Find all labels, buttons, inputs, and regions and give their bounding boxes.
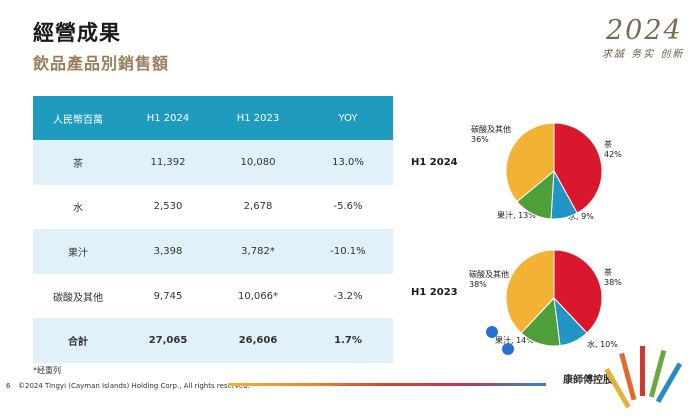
pie-slice-tea	[553, 249, 603, 334]
cell-yoy: -5.6%	[303, 184, 393, 230]
brand-motto: 求誠 务实 创新	[602, 49, 685, 60]
cell-yoy: 1.7%	[303, 318, 393, 363]
cell-h1-2023: 26,606	[213, 318, 303, 363]
cell-h1-2024: 3,398	[123, 229, 213, 274]
cell-category: 水	[33, 184, 123, 230]
pie2-label-carbonated: 碳酸及其他 38%	[469, 270, 509, 289]
selection-handle[interactable]	[486, 326, 498, 338]
pie1-label-carbonated: 碳酸及其他 36%	[471, 125, 511, 144]
selection-handle[interactable]	[502, 343, 514, 355]
pie2-pct-tea: 38%	[604, 278, 622, 287]
footer-gradient-bar	[228, 383, 546, 386]
pie1-pct-juice: 13%	[518, 211, 536, 220]
pie-title-h1-2024: H1 2024	[411, 157, 458, 168]
pie2-label-water: 水, 10%	[587, 340, 618, 349]
page-subtitle: 飲品產品別銷售額	[33, 54, 170, 73]
cell-h1-2023: 2,678	[213, 184, 303, 230]
pie2-pct-carbonated: 38%	[469, 280, 487, 289]
pie-chart-h1-2023	[505, 249, 603, 347]
sales-table: 人民幣百萬 H1 2024 H1 2023 YOY 茶 11,392 10,08…	[33, 96, 393, 363]
pie1-label-juice: 果汁, 13%	[497, 211, 536, 220]
header-unit: 人民幣百萬	[33, 96, 123, 140]
cell-yoy: 13.0%	[303, 140, 393, 185]
page-title: 經營成果	[33, 21, 121, 45]
pie-title-h1-2023: H1 2023	[411, 287, 458, 298]
pie1-label-tea: 茶 42%	[604, 140, 622, 159]
table-row-juice: 果汁 3,398 3,782* -10.1%	[33, 229, 393, 274]
pie2-label-juice: 果汁, 14%	[495, 336, 534, 345]
pie-slice-tea	[553, 122, 603, 214]
cell-h1-2024: 9,745	[123, 273, 213, 319]
copyright-notice: ©2024 Tingyi (Cayman Islands) Holding Co…	[18, 382, 250, 390]
cell-yoy: -3.2%	[303, 273, 393, 319]
restated-footnote: *经重列	[33, 366, 61, 375]
pie2-pct-water: 10%	[600, 340, 618, 349]
cell-h1-2023: 10,080	[213, 140, 303, 185]
cell-h1-2024: 2,530	[123, 184, 213, 230]
page-number: 6	[6, 382, 11, 390]
brand-year: 2024	[606, 15, 683, 46]
cell-category: 果汁	[33, 229, 123, 274]
pie1-pct-carbonated: 36%	[471, 135, 489, 144]
pie1-label-water: 水, 9%	[568, 212, 594, 221]
company-logo-text: 康師傅控股	[563, 375, 613, 386]
cell-yoy: -10.1%	[303, 229, 393, 274]
header-yoy: YOY	[303, 96, 393, 140]
pie1-pct-tea: 42%	[604, 150, 622, 159]
header-h1-2023: H1 2023	[213, 96, 303, 140]
table-row-water: 水 2,530 2,678 -5.6%	[33, 184, 393, 230]
table-row-tea: 茶 11,392 10,080 13.0%	[33, 140, 393, 185]
header-h1-2024: H1 2024	[123, 96, 213, 140]
cell-h1-2024: 27,065	[123, 318, 213, 363]
cell-category: 合計	[33, 318, 123, 363]
cell-h1-2024: 11,392	[123, 140, 213, 185]
cell-category: 碳酸及其他	[33, 273, 123, 319]
table-header-row: 人民幣百萬 H1 2024 H1 2023 YOY	[33, 96, 393, 140]
pie-chart-h1-2024	[505, 122, 603, 220]
cell-category: 茶	[33, 140, 123, 185]
pie-slice-carbonated	[505, 122, 555, 203]
pie2-pct-juice: 14%	[516, 336, 534, 345]
table-row-total: 合計 27,065 26,606 1.7%	[33, 318, 393, 363]
logo-fan-graphic	[604, 346, 683, 409]
pie2-label-tea: 茶 38%	[604, 268, 622, 287]
pie-slice-carbonated	[505, 249, 555, 334]
cell-h1-2023: 10,066*	[213, 273, 303, 319]
pie1-pct-water: 9%	[581, 212, 594, 221]
cell-h1-2023: 3,782*	[213, 229, 303, 274]
table-row-carbonated: 碳酸及其他 9,745 10,066* -3.2%	[33, 273, 393, 319]
